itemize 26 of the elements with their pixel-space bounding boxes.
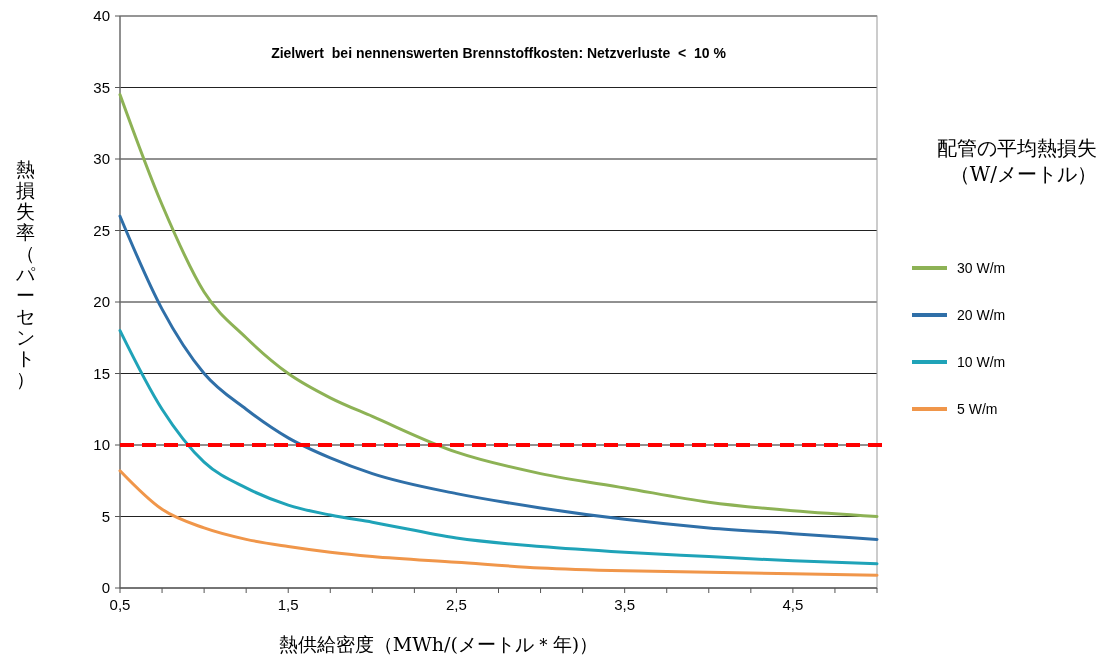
text: 熱損失率（パーセント） — [15, 158, 35, 390]
y-tick-label: 25 — [93, 221, 110, 239]
legend-label: 20 W/m — [957, 306, 1006, 323]
y-tick-label: 10 — [93, 436, 110, 454]
legend-label: 30 W/m — [957, 259, 1006, 276]
line-series — [118, 93, 879, 518]
line-series — [118, 329, 879, 566]
y-tick-label: 30 — [93, 150, 110, 168]
y-tick-label: 40 — [93, 7, 110, 25]
legend-title: 配管の平均熱損失（W/メートル） — [937, 136, 1097, 186]
x-tick-label: 2,5 — [446, 596, 467, 613]
x-tick-label: 0,5 — [109, 596, 131, 613]
y-tick-label: 35 — [93, 78, 110, 96]
line-series — [118, 214, 879, 541]
x-tick-label: 3,5 — [614, 596, 636, 613]
y-tick-label: 0 — [101, 579, 110, 597]
y-tick-label: 15 — [93, 364, 110, 382]
annotation: Zielwert bei nennenswerten Brennstoffkosten: Netzverluste < 10 % — [271, 45, 727, 61]
y-tick-label: 20 — [93, 293, 110, 311]
x-tick-label: 1,5 — [277, 596, 299, 613]
x-tick-label: 4,5 — [782, 596, 804, 613]
line-series — [118, 469, 879, 577]
y-tick-label: 5 — [101, 507, 110, 525]
x-axis-title: 熱供給密度（MWh/(メートル＊年)） — [278, 633, 599, 655]
legend-label: 10 W/m — [957, 353, 1006, 370]
legend-label: 5 W/m — [957, 400, 998, 417]
